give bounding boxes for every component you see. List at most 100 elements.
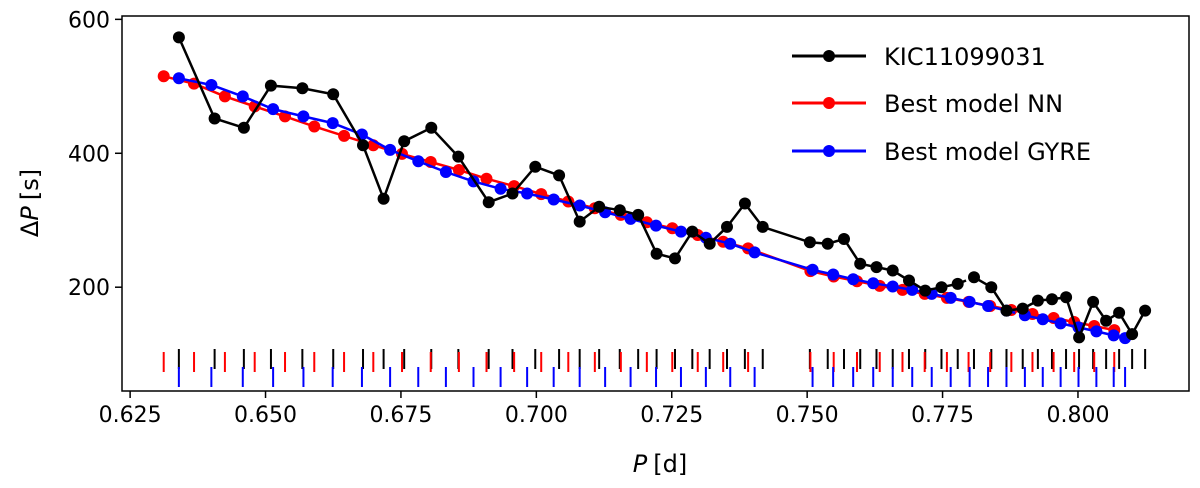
x-tick-label: 0.625 bbox=[99, 403, 162, 428]
kic11099031-point bbox=[1016, 302, 1029, 315]
kic11099031-point bbox=[686, 225, 699, 238]
kic11099031-point bbox=[721, 220, 733, 233]
best-model-gyre-point bbox=[267, 103, 280, 116]
x-axis-label-unit: [d] bbox=[653, 450, 687, 478]
kic11099031-point bbox=[1060, 291, 1073, 304]
x-tick-label: 0.725 bbox=[640, 403, 703, 428]
best-model-gyre-point bbox=[963, 295, 976, 308]
svg-text:P[d]: P [d] bbox=[633, 450, 687, 478]
kic11099031-point bbox=[613, 204, 626, 217]
legend-nn-marker bbox=[823, 97, 835, 109]
series-layer bbox=[157, 31, 1152, 345]
best-model-gyre-point bbox=[521, 187, 534, 200]
kic11099031-point bbox=[172, 31, 185, 44]
x-tick-label: 0.775 bbox=[911, 403, 974, 428]
kic11099031-point bbox=[985, 281, 998, 294]
kic11099031-point bbox=[935, 281, 948, 294]
kic11099031-point bbox=[573, 215, 586, 228]
best-model-gyre-point bbox=[724, 237, 737, 250]
series-kic11099031 bbox=[172, 31, 1152, 344]
kic11099031-point bbox=[870, 261, 883, 274]
legend-gyre-marker bbox=[823, 145, 835, 157]
best-model-gyre-point bbox=[886, 280, 899, 293]
kic11099031-point bbox=[296, 82, 309, 95]
kic11099031-line-part1 bbox=[177, 36, 958, 292]
x-tick-label: 0.675 bbox=[369, 403, 432, 428]
kic11099031-point bbox=[803, 236, 816, 249]
kic11099031-point bbox=[886, 264, 899, 277]
legend-entry-nn: Best model NN bbox=[792, 90, 1063, 118]
kic11099031-point bbox=[264, 79, 277, 92]
best-model-gyre-point bbox=[205, 79, 218, 91]
kic11099031-point bbox=[398, 135, 411, 148]
best-model-gyre-point bbox=[1090, 325, 1103, 338]
kic11099031-point bbox=[650, 247, 663, 260]
y-tick-label: 200 bbox=[68, 276, 110, 301]
best-model-gyre-point bbox=[573, 199, 586, 212]
y-axis-label-delta: Δ bbox=[16, 220, 44, 237]
best-model-gyre-point bbox=[384, 143, 397, 156]
kic11099031-point bbox=[377, 192, 390, 205]
kic11099031-point bbox=[1073, 331, 1086, 344]
kic11099031-point bbox=[821, 237, 834, 250]
kic11099031-point bbox=[482, 196, 495, 209]
period-tick-marks bbox=[162, 349, 1147, 387]
best-model-gyre-point bbox=[494, 182, 507, 195]
best-model-gyre-point bbox=[547, 193, 560, 206]
best-model-gyre-point bbox=[675, 225, 687, 238]
y-tick-label: 600 bbox=[68, 8, 110, 33]
best-model-gyre-point bbox=[982, 300, 995, 312]
kic11099031-point bbox=[1031, 294, 1044, 307]
best-model-gyre-point bbox=[326, 117, 339, 130]
best-model-gyre-point bbox=[1054, 317, 1067, 330]
kic11099031-point bbox=[919, 284, 932, 297]
best-model-gyre-point bbox=[650, 219, 662, 232]
kic11099031-point bbox=[1139, 304, 1152, 317]
svg-text:ΔP[s]: ΔP [s] bbox=[16, 169, 44, 237]
x-tick-label: 0.750 bbox=[776, 403, 839, 428]
legend-entry-gyre: Best model GYRE bbox=[792, 138, 1091, 166]
x-tick-label: 0.700 bbox=[505, 403, 568, 428]
legend-entry-kic: KIC11099031 bbox=[792, 43, 1046, 71]
kic11099031-point bbox=[1000, 304, 1013, 317]
axes-layer: 0.625 0.650 0.675 0.700 0.725 0.750 0.775 0.800… bbox=[68, 8, 1109, 428]
legend: KIC11099031 Best model NN Best model GYR… bbox=[792, 43, 1091, 166]
x-axis-label: P [d] bbox=[633, 450, 687, 478]
kic11099031-point bbox=[452, 150, 465, 163]
kic11099031-point bbox=[703, 237, 716, 250]
best-model-gyre-point bbox=[806, 263, 819, 276]
legend-kic-label: KIC11099031 bbox=[884, 43, 1046, 71]
legend-kic-marker bbox=[823, 50, 835, 62]
best-model-gyre-point bbox=[867, 277, 880, 290]
best-model-gyre-point bbox=[847, 273, 860, 286]
kic11099031-point bbox=[237, 121, 250, 134]
y-axis-label-unit: [s] bbox=[16, 169, 44, 200]
kic11099031-point bbox=[1087, 295, 1100, 308]
kic11099031-point bbox=[903, 274, 915, 287]
y-axis-label-symbol: P bbox=[16, 206, 44, 221]
best-model-gyre-point bbox=[172, 72, 185, 85]
kic11099031-point bbox=[593, 200, 606, 213]
kic11099031-point bbox=[951, 277, 964, 290]
kic11099031-point bbox=[327, 88, 340, 101]
kic11099031-point bbox=[553, 169, 566, 182]
best-model-gyre-point bbox=[1036, 313, 1049, 326]
best-model-nn-point bbox=[338, 129, 351, 142]
best-model-nn-point bbox=[308, 120, 321, 133]
best-model-gyre-point bbox=[236, 90, 249, 103]
best-model-gyre-point bbox=[827, 268, 840, 281]
kic11099031-point bbox=[1126, 328, 1139, 341]
best-model-gyre-point bbox=[944, 291, 957, 304]
x-tick-label: 0.650 bbox=[234, 403, 297, 428]
kic11099031-point bbox=[838, 233, 850, 245]
kic11099031-point bbox=[756, 220, 769, 233]
best-model-nn-point bbox=[452, 164, 465, 176]
legend-gyre-label: Best model GYRE bbox=[884, 138, 1091, 166]
best-model-nn-point bbox=[480, 172, 493, 185]
kic11099031-point bbox=[1113, 306, 1126, 319]
kic11099031-point bbox=[854, 257, 867, 270]
kic11099031-point bbox=[425, 121, 438, 134]
kic11099031-point bbox=[738, 197, 751, 210]
kic11099031-point bbox=[632, 208, 645, 221]
